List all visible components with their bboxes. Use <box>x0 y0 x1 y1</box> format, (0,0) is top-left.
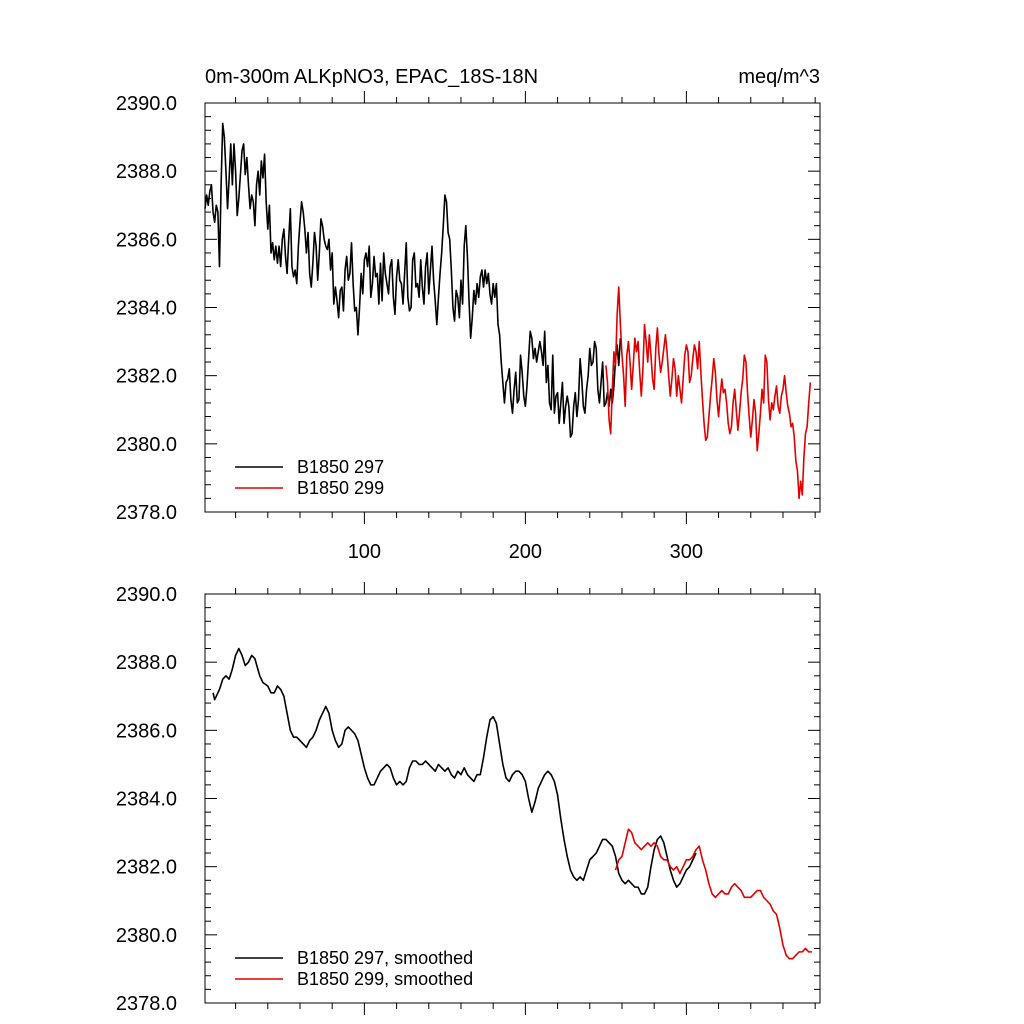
legend-label: B1850 299, smoothed <box>297 969 473 989</box>
series-line <box>204 122 622 438</box>
x-tick-label: 300 <box>670 541 703 563</box>
plot-frame <box>204 593 821 1004</box>
y-tick-label: 2382.0 <box>116 857 177 879</box>
y-tick-label: 2384.0 <box>116 298 177 320</box>
y-tick-label: 2386.0 <box>116 720 177 742</box>
y-tick-label: 2378.0 <box>116 502 177 524</box>
legend-label: B1850 299 <box>297 478 384 498</box>
legend-label: B1850 297, smoothed <box>297 948 473 968</box>
x-tick-label: 100 <box>348 541 381 563</box>
y-tick-label: 2380.0 <box>116 434 177 456</box>
chart-title: 0m-300m ALKpNO3, EPAC_18S-18N <box>205 66 538 88</box>
x-tick-label: 200 <box>509 541 542 563</box>
series-lines <box>212 647 812 960</box>
series-line <box>614 828 812 960</box>
y-tick-label: 2390.0 <box>116 584 177 606</box>
top-panel: 0m-300m ALKpNO3, EPAC_18S-18N meq/m^3 23… <box>116 66 821 563</box>
y-tick-label: 2380.0 <box>116 925 177 947</box>
y-tick-labels: 2378.0 2380.0 2382.0 2384.0 2386.0 2388.0 2390… <box>116 93 177 524</box>
x-tick-labels: 100 200 300 <box>348 541 703 563</box>
series-line <box>212 647 697 895</box>
chart-units: meq/m^3 <box>738 66 820 88</box>
y-tick-label: 2388.0 <box>116 161 177 183</box>
tick-marks <box>205 582 820 1015</box>
series-lines <box>204 122 812 500</box>
y-tick-label: 2378.0 <box>116 993 177 1015</box>
y-tick-label: 2384.0 <box>116 789 177 811</box>
bottom-panel: 2378.0 2380.0 2382.0 2384.0 2386.0 2388.0 2390… <box>116 582 821 1015</box>
series-line <box>605 286 812 500</box>
plot-frame <box>204 102 821 513</box>
y-tick-label: 2386.0 <box>116 229 177 251</box>
y-tick-label: 2390.0 <box>116 93 177 115</box>
legend-label: B1850 297 <box>297 457 384 477</box>
tick-marks <box>205 91 820 524</box>
y-tick-label: 2382.0 <box>116 366 177 388</box>
y-tick-label: 2388.0 <box>116 652 177 674</box>
y-tick-labels: 2378.0 2380.0 2382.0 2384.0 2386.0 2388.0 2390… <box>116 584 177 1015</box>
